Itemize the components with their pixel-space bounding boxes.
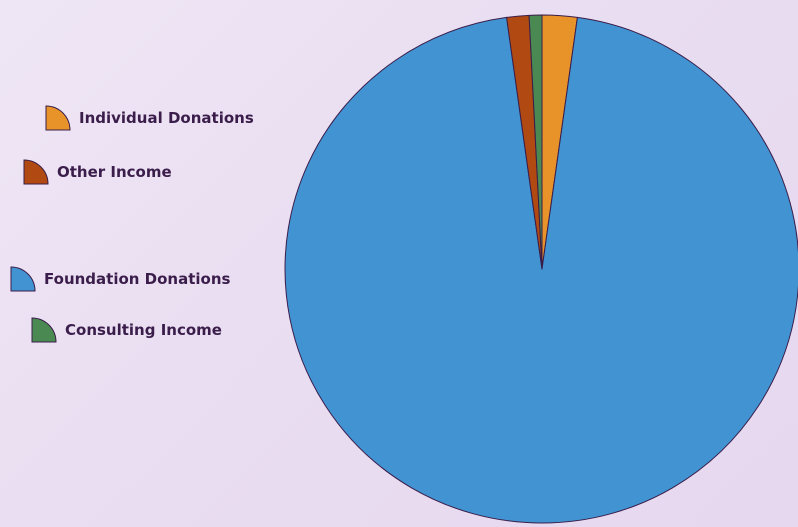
legend-label: Other Income — [57, 163, 172, 181]
legend-label: Foundation Donations — [44, 270, 231, 288]
pie-slice-consulting-income — [528, 14, 543, 270]
legend-item-consulting-income: Consulting Income — [31, 317, 222, 343]
legend-swatch-shape — [45, 105, 71, 131]
legend-item-other-income: Other Income — [23, 159, 172, 185]
legend-label: Individual Donations — [79, 109, 254, 127]
legend-swatch-shape — [31, 317, 57, 343]
legend-swatch-icon — [45, 105, 75, 131]
legend-item-individual-donations: Individual Donations — [45, 105, 254, 131]
legend-swatch-shape — [23, 159, 49, 185]
legend-label: Consulting Income — [65, 321, 222, 339]
legend-swatch-shape — [10, 266, 36, 292]
legend-swatch-icon — [23, 159, 53, 185]
legend-swatch-icon — [10, 266, 40, 292]
legend-item-foundation-donations: Foundation Donations — [10, 266, 230, 292]
pie-slice-foundation-donations — [284, 16, 798, 524]
legend-swatch-icon — [31, 317, 61, 343]
